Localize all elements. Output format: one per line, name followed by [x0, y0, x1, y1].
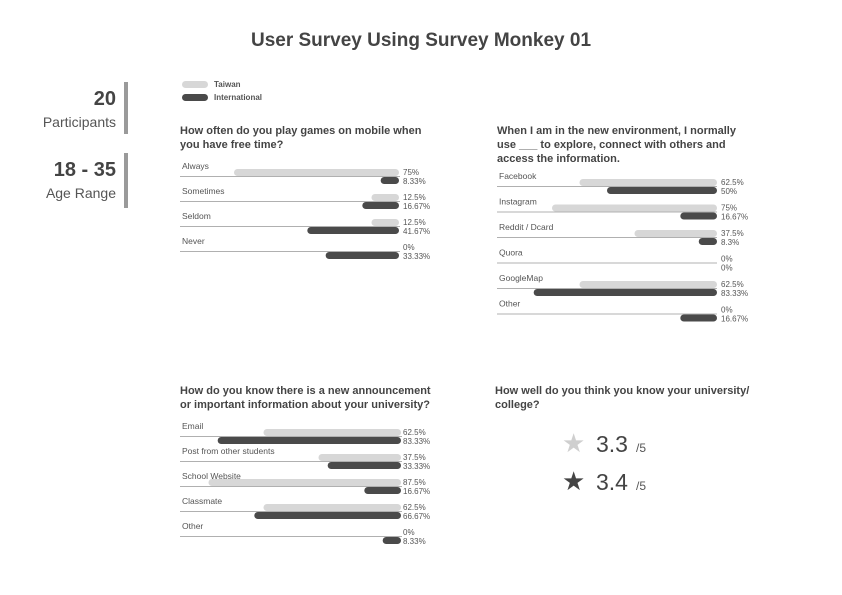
data-label-international: 8.33%	[403, 537, 426, 546]
question-2: When I am in the new environment, I norm…	[497, 125, 736, 165]
star-filled-icon: ★	[562, 466, 586, 496]
data-label-taiwan: 0%	[403, 528, 415, 537]
data-label-taiwan: 37.5%	[721, 229, 744, 238]
bar-taiwan	[552, 204, 717, 212]
bar-international	[382, 537, 401, 544]
category-label: Other	[182, 521, 203, 531]
data-label-international: 16.67%	[721, 315, 748, 324]
rating-row-taiwan: ★ 3.3 /5	[562, 428, 646, 459]
data-label-taiwan: 37.5%	[403, 453, 426, 462]
category-label: Other	[499, 299, 520, 309]
category-label: Seldom	[182, 211, 211, 221]
participants-value: 20	[93, 88, 116, 110]
bar-international	[327, 462, 401, 469]
question-4: How well do you think you know your univ…	[495, 385, 750, 411]
bar-international	[533, 289, 717, 296]
legend-swatch-taiwan	[182, 81, 208, 88]
age-range-stat: 18 - 35 Age Range	[20, 159, 116, 201]
bar-international	[307, 227, 399, 234]
category-label: Facebook	[499, 171, 537, 181]
bar-international	[607, 187, 717, 194]
data-label-international: 16.67%	[721, 213, 748, 222]
data-label-international: 16.67%	[403, 487, 430, 496]
data-label-international: 33.33%	[403, 252, 430, 261]
data-label-international: 41.67%	[403, 227, 430, 236]
data-label-taiwan: 87.5%	[403, 478, 426, 487]
data-label-international: 0%	[721, 264, 733, 273]
bar-international	[325, 252, 399, 259]
category-label: Sometimes	[182, 186, 225, 196]
age-range-accent-bar	[124, 153, 128, 208]
age-range-value: 18 - 35	[53, 159, 116, 181]
data-label-international: 8.3%	[721, 238, 739, 247]
bar-taiwan	[208, 479, 401, 486]
bar-international	[364, 487, 401, 494]
category-label: Instagram	[499, 197, 537, 207]
legend-swatch-international	[182, 94, 208, 101]
legend-item-taiwan: Taiwan	[182, 78, 262, 91]
age-range-label: Age Range	[45, 185, 116, 201]
question-3: How do you know there is a new announcem…	[180, 385, 431, 411]
rating-max-taiwan: /5	[635, 441, 646, 455]
data-label-taiwan: 0%	[721, 255, 733, 264]
data-label-taiwan: 62.5%	[721, 280, 744, 289]
bar-taiwan	[579, 281, 717, 288]
data-label-taiwan: 75%	[403, 168, 419, 177]
bar-international	[254, 512, 401, 519]
data-label-taiwan: 75%	[721, 204, 737, 213]
data-label-international: 66.67%	[403, 512, 430, 521]
bar-international	[698, 238, 717, 245]
data-label-taiwan: 62.5%	[403, 428, 426, 437]
question-1: How often do you play games on mobile wh…	[180, 125, 422, 151]
data-label-taiwan: 12.5%	[403, 193, 426, 202]
category-label: Never	[182, 236, 205, 246]
rating-value-international: 3.4	[596, 469, 628, 495]
category-label: Always	[182, 161, 209, 171]
category-label: Reddit / Dcard	[499, 222, 554, 232]
bar-international	[680, 314, 717, 322]
participants-label: Participants	[42, 114, 116, 130]
bar-taiwan	[579, 179, 717, 186]
rating-max-international: /5	[635, 479, 646, 493]
bar-taiwan	[263, 429, 401, 436]
data-label-international: 50%	[721, 187, 737, 196]
bar-taiwan	[371, 219, 399, 226]
bar-international	[217, 437, 401, 444]
category-label: Post from other students	[182, 446, 275, 456]
data-label-international: 83.33%	[721, 289, 748, 298]
data-label-taiwan: 62.5%	[721, 178, 744, 187]
participants-accent-bar	[124, 82, 128, 134]
rating-row-international: ★ 3.4 /5	[562, 466, 646, 497]
bar-taiwan	[263, 504, 401, 511]
category-label: Email	[182, 421, 203, 431]
data-label-international: 83.33%	[403, 437, 430, 446]
bar-international	[680, 212, 717, 220]
category-label: Quora	[499, 248, 523, 258]
data-label-taiwan: 62.5%	[403, 503, 426, 512]
legend-label-international: International	[214, 93, 263, 102]
legend: Taiwan International	[182, 78, 262, 104]
data-label-taiwan: 0%	[403, 243, 415, 252]
data-label-international: 16.67%	[403, 202, 430, 211]
category-label: GoogleMap	[499, 273, 543, 283]
data-label-international: 8.33%	[403, 177, 426, 186]
data-label-taiwan: 12.5%	[403, 218, 426, 227]
category-label: School Website	[182, 471, 241, 481]
star-outline-icon: ★	[562, 428, 586, 458]
bar-international	[362, 202, 399, 209]
bar-international	[380, 177, 399, 184]
legend-label-taiwan: Taiwan	[214, 80, 241, 89]
data-label-taiwan: 0%	[721, 306, 733, 315]
bar-taiwan	[634, 230, 717, 237]
bar-taiwan	[234, 169, 399, 176]
bar-taiwan	[318, 454, 401, 461]
page-title: User Survey Using Survey Monkey 01	[250, 30, 592, 51]
rating-value-taiwan: 3.3	[596, 431, 628, 457]
participants-stat: 20 Participants	[20, 88, 116, 130]
legend-item-international: International	[182, 91, 262, 104]
data-label-international: 33.33%	[403, 462, 430, 471]
bar-taiwan	[371, 194, 399, 201]
category-label: Classmate	[182, 496, 222, 506]
